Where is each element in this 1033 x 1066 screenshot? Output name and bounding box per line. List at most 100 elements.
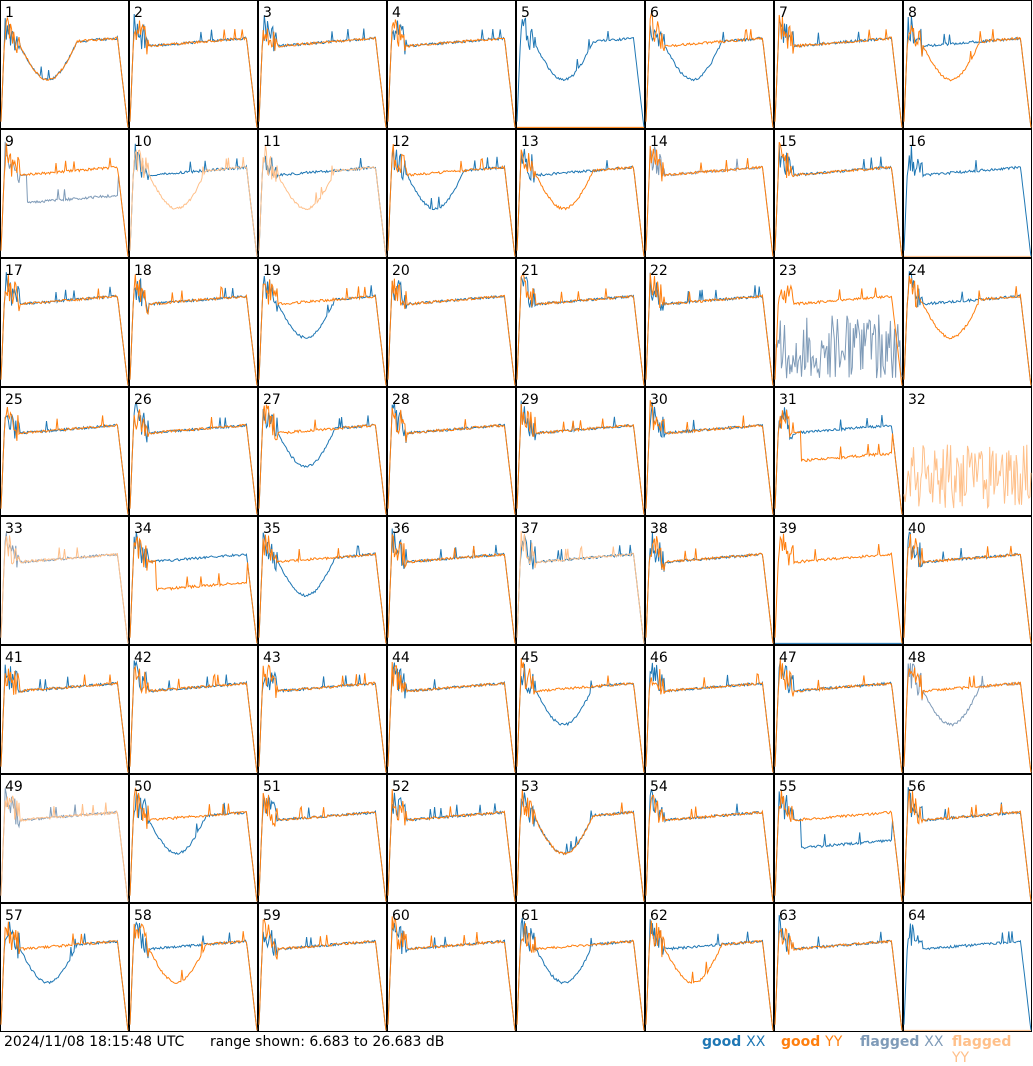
series-yy-9 <box>0 143 129 257</box>
footer: 2024/11/08 18:15:48 UTC range shown: 6.6… <box>0 1032 1033 1066</box>
panel-frame <box>387 258 516 387</box>
panel-label: 60 <box>392 908 410 924</box>
series-yy-62 <box>645 920 774 1031</box>
panel-frame <box>387 903 516 1032</box>
panel-frame <box>645 645 774 774</box>
series-yy-30 <box>645 400 774 515</box>
panel-52: 52 <box>387 774 516 903</box>
series-yy-12 <box>387 143 516 257</box>
panel-5: 5 <box>516 0 645 129</box>
panel-label: 35 <box>263 521 281 537</box>
panel-label: 11 <box>263 134 281 150</box>
series-yy-31 <box>774 409 903 515</box>
panel-3: 3 <box>258 0 387 129</box>
legend-flagged-yy: flagged YY <box>952 1034 1012 1066</box>
panel-label: 44 <box>392 650 410 666</box>
series-yy-14 <box>645 145 774 257</box>
panel-frame <box>258 645 387 774</box>
panel-label: 29 <box>521 392 539 408</box>
series-xx-48 <box>903 663 1032 773</box>
panel-22: 22 <box>645 258 774 387</box>
panel-64: 64 <box>903 903 1032 1032</box>
panel-label: 12 <box>392 134 410 150</box>
panel-frame <box>903 258 1032 387</box>
panel-frame <box>258 903 387 1032</box>
panel-label: 38 <box>650 521 668 537</box>
panel-31: 31 <box>774 387 903 516</box>
panel-39: 39 <box>774 516 903 645</box>
panel-label: 30 <box>650 392 668 408</box>
panel-57: 57 <box>0 903 129 1032</box>
panel-label: 50 <box>134 779 152 795</box>
series-yy-32 <box>903 444 1032 510</box>
series-yy-53 <box>516 789 645 902</box>
panel-12: 12 <box>387 129 516 258</box>
panel-62: 62 <box>645 903 774 1032</box>
panel-frame <box>258 0 387 129</box>
series-yy-45 <box>516 658 645 773</box>
series-yy-35 <box>258 534 387 644</box>
series-yy-36 <box>387 533 516 644</box>
panel-51: 51 <box>258 774 387 903</box>
panel-label: 14 <box>650 134 668 150</box>
panel-label: 39 <box>779 521 797 537</box>
panel-36: 36 <box>387 516 516 645</box>
panel-label: 21 <box>521 263 539 279</box>
range-shown: range shown: 6.683 to 26.683 dB <box>210 1034 445 1050</box>
panel-46: 46 <box>645 645 774 774</box>
series-yy-60 <box>387 916 516 1031</box>
series-yy-57 <box>0 921 129 1031</box>
panel-2: 2 <box>129 0 258 129</box>
panel-frame <box>774 129 903 258</box>
panel-frame <box>645 516 774 645</box>
panel-label: 1 <box>5 5 14 21</box>
panel-label: 59 <box>263 908 281 924</box>
series-yy-51 <box>258 792 387 902</box>
panel-frame <box>258 774 387 903</box>
panel-frame <box>0 258 129 387</box>
series-yy-33 <box>0 535 129 644</box>
series-yy-55 <box>774 789 903 902</box>
series-yy-23 <box>774 284 903 386</box>
panel-37: 37 <box>516 516 645 645</box>
panel-frame <box>774 645 903 774</box>
panel-6: 6 <box>645 0 774 129</box>
panel-frame <box>0 903 129 1032</box>
panel-frame <box>516 516 645 645</box>
series-xx-64 <box>903 923 1032 1031</box>
panel-frame <box>129 387 258 516</box>
panel-label: 27 <box>263 392 281 408</box>
panel-16: 16 <box>903 129 1032 258</box>
panel-frame <box>516 903 645 1032</box>
series-yy-8 <box>903 25 1032 128</box>
series-yy-27 <box>258 404 387 515</box>
series-xx-5 <box>516 17 645 128</box>
series-xx-21 <box>516 276 645 386</box>
panel-27: 27 <box>258 387 387 516</box>
panel-label: 13 <box>521 134 539 150</box>
panel-frame <box>903 903 1032 1032</box>
series-yy-22 <box>645 273 774 386</box>
panel-frame <box>774 387 903 516</box>
panel-label: 37 <box>521 521 539 537</box>
panel-20: 20 <box>387 258 516 387</box>
panel-label: 64 <box>908 908 926 924</box>
panel-14: 14 <box>645 129 774 258</box>
panel-label: 25 <box>5 392 23 408</box>
panel-label: 55 <box>779 779 797 795</box>
panel-label: 49 <box>5 779 23 795</box>
series-yy-41 <box>0 668 129 773</box>
panel-label: 24 <box>908 263 926 279</box>
legend-flagged-xx: flagged XX <box>860 1034 944 1050</box>
series-yy-29 <box>516 403 645 515</box>
panel-28: 28 <box>387 387 516 516</box>
series-xx-14 <box>645 146 774 257</box>
panel-label: 33 <box>5 521 23 537</box>
series-yy-39 <box>774 533 903 644</box>
series-yy-19 <box>258 279 387 386</box>
panel-label: 61 <box>521 908 539 924</box>
panel-26: 26 <box>129 387 258 516</box>
panel-frame <box>903 129 1032 258</box>
panel-25: 25 <box>0 387 129 516</box>
